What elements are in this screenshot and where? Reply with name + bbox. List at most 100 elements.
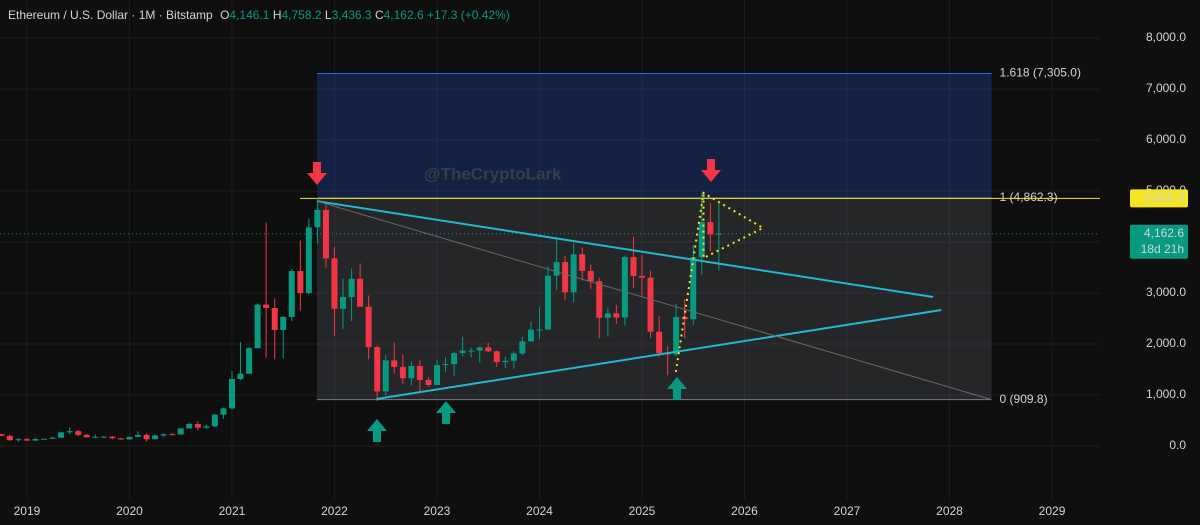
candle-body [160,434,167,436]
fib: 1.618 (7,305.0) 1 (4,862.3) 0 (909.8) [317,66,1081,406]
y-tick-label: 0.0 [1169,438,1186,452]
candle-body [587,270,594,282]
arrow-up [667,377,687,400]
candle-body [339,297,346,309]
h-label: H [273,8,282,22]
arrow-up [436,401,456,424]
candle-body [186,423,193,429]
trendline [316,200,934,298]
fib-label: 0 (909.8) [1000,392,1048,406]
candle-body [476,347,483,351]
candle-body [49,437,56,439]
candle-body [425,379,432,386]
candle-body [493,351,500,363]
candle-body [502,360,509,363]
candle-body [527,329,534,342]
candle-body [305,227,312,293]
fib-zone [317,198,992,400]
x-tick-label: 2024 [526,504,553,518]
x-tick-label: 2022 [321,504,348,518]
candle-body [203,426,210,428]
candle-body [280,316,287,330]
x-tick-label: 2029 [1039,504,1066,518]
trendline [674,191,766,373]
y-tick-label: 1,000.0 [1146,387,1186,401]
candle-body [391,360,398,367]
candle-body [408,365,415,379]
symbol: Ethereum / U.S. Dollar · 1M · Bitstamp [8,8,213,22]
candle-body [715,233,722,235]
candle-body [109,436,116,439]
l-label: L [325,8,332,22]
candle-body [143,434,150,440]
arrow-down [307,162,327,185]
candle-body [707,222,714,235]
candle-body [331,258,338,309]
x-tick-label: 2023 [424,504,451,518]
candle-body [271,307,278,330]
candle-body [134,434,141,437]
x-tick-label: 2019 [14,504,41,518]
candle-body [553,262,560,276]
candle-body [254,304,261,349]
x-tick-label: 2028 [936,504,963,518]
header: Ethereum / U.S. Dollar · 1M · Bitstamp O… [8,8,510,22]
candle-body [382,360,389,392]
candle-body [237,373,244,379]
watermark: @TheCryptoLark [424,164,562,183]
change: +17.3 (+0.42%) [427,8,510,22]
candle-body [357,278,364,307]
open: 4,146.1 [229,8,269,22]
candle-body [433,365,440,386]
low: 3,436.3 [332,8,372,22]
candle-body [399,366,406,379]
fib-label: 1 (4,862.3) [1000,190,1058,204]
candle-body [32,439,39,441]
arrow-up [367,419,387,442]
price-label-box [1130,224,1188,259]
o-label: O [220,8,229,22]
candle-body [117,438,124,440]
x-tick-label: 2025 [629,504,656,518]
candle-body [442,364,449,366]
candle-body [621,257,628,318]
candle-body [604,313,611,318]
candle-body [169,434,176,436]
candle-body [536,329,543,331]
candle-body [66,431,73,433]
candle-body [656,331,663,354]
candle-body [288,271,295,317]
candle-body [126,436,133,440]
trendline [316,200,992,401]
candle-body [673,316,680,355]
x-tick-label: 2021 [219,504,246,518]
c-label: C [375,8,384,22]
x-tick-label: 2026 [731,504,758,518]
price-label-box [1130,189,1188,208]
arrow-down [701,159,721,182]
candle-body [579,254,586,271]
candle-body [314,209,321,228]
candle-body [596,281,603,318]
candle-body [613,313,620,318]
candle-body [459,350,466,354]
y-tick-label: 3,000.0 [1146,285,1186,299]
candle-body [297,271,304,293]
candle-body [690,257,697,320]
arrows [307,159,721,442]
candle-body [58,432,65,438]
candle-body [638,275,645,278]
candle-body [211,414,218,427]
price-label: 4,855.9 [1144,191,1184,205]
candle-body [570,254,577,293]
close: 4,162.6 [384,8,424,22]
candle-body [0,434,5,436]
candle-body [348,278,355,298]
y-tick-label: 6,000.0 [1146,132,1186,146]
candle-body [246,348,253,374]
candle-body [485,347,492,352]
plot [0,191,1100,442]
